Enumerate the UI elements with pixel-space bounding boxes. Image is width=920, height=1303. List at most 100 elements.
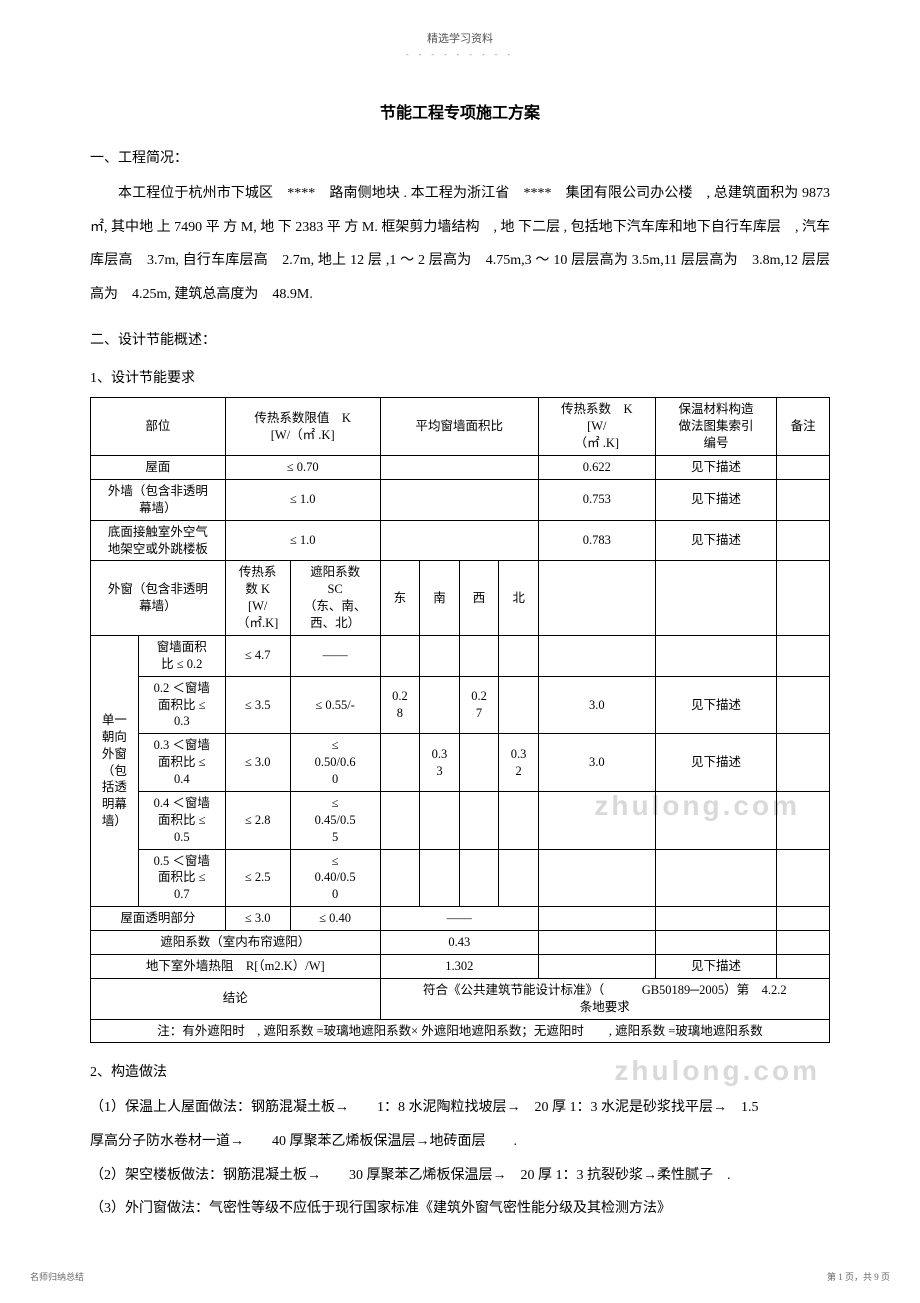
cell-remark [777,520,830,561]
doc-top-dots: - - - - - - - - - [90,50,830,59]
table-row: 屋面透明部分 ≤ 3.0 ≤ 0.40 —— [91,907,830,931]
th-window-wall-ratio: 平均窗墙面积比 [380,398,538,456]
cell-val-a: ≤ 3.0 [225,907,290,931]
cell-empty [538,954,655,978]
cell-ratio-label: 0.5 ＜窗墙面积比 ≤0.7 [138,849,225,907]
cell-val-b: ≤ 0.55/- [290,676,380,734]
doc-title: 节能工程专项施工方案 [90,99,830,123]
cell-empty [655,849,777,907]
cell-k: 0.622 [538,456,655,480]
doc-top-label: 精选学习资料 [90,30,830,46]
section-1-body: 本工程位于杭州市下城区 **** 路南侧地块 . 本工程为浙江省 **** 集团… [90,177,830,311]
cell-empty [777,791,830,849]
cell-k: 3.0 [538,734,655,792]
cell-empty [459,635,499,676]
cell-empty [777,734,830,792]
cell-empty [380,849,420,907]
table-row: 遮阳系数（室内布帘遮阳） 0.43 [91,931,830,955]
table-row: 底面接触室外空气地架空或外跳楼板 ≤ 1.0 0.783 见下描述 [91,520,830,561]
cell-empty [499,849,539,907]
cell-empty [380,479,538,520]
th-index: 保温材料构造做法图集索引编号 [655,398,777,456]
cell-val-b: ≤0.45/0.55 [290,791,380,849]
cell-north-val: 0.32 [499,734,539,792]
cell-sub-a: 传热系数 K[W/（㎡.K] [225,561,290,636]
cell-east-val: 0.28 [380,676,420,734]
section-3-sub2: 2、构造做法 [90,1061,830,1081]
cell-empty [655,931,777,955]
cell-empty [420,791,460,849]
cell-empty [380,791,420,849]
cell-east-val [380,734,420,792]
cell-val-b: ≤ 0.40 [290,907,380,931]
table-row: 屋面 ≤ 0.70 0.622 见下描述 [91,456,830,480]
cell-empty [538,791,655,849]
cell-sub-b: 遮阳系数SC（东、南、西、北） [290,561,380,636]
cell-empty [777,635,830,676]
cell-south-val [420,676,460,734]
cell-mid: —— [380,907,538,931]
cell-empty [538,931,655,955]
cell-ratio-label: 0.3 ＜窗墙面积比 ≤0.4 [138,734,225,792]
construct-p1: （1）保温上人屋面做法：钢筋混凝土板→ 1：8 水泥陶粒找坡层→ 20 厚 1：… [90,1091,830,1125]
table-row: 外窗（包含非透明幕墙） 传热系数 K[W/（㎡.K] 遮阳系数SC（东、南、西、… [91,561,830,636]
cell-empty [459,849,499,907]
cell-val-b: ≤0.50/0.60 [290,734,380,792]
construct-p3: （2）架空楼板做法：钢筋混凝土板→ 30 厚聚苯乙烯板保温层→ 20 厚 1：3… [90,1159,830,1193]
cell-val-a: ≤ 2.8 [225,791,290,849]
cell-val-a: ≤ 2.5 [225,849,290,907]
cell-empty [777,931,830,955]
cell-k-limit: ≤ 1.0 [225,479,380,520]
cell-empty [420,635,460,676]
cell-empty [380,635,420,676]
cell-val-b: ≤0.40/0.50 [290,849,380,907]
table-row: 地下室外墙热阻 R[（m2.K）/W] 1.302 见下描述 [91,954,830,978]
cell-empty [538,907,655,931]
cell-empty [420,849,460,907]
cell-empty [777,907,830,931]
cell-remark [777,456,830,480]
cell-k: 3.0 [538,676,655,734]
cell-conclusion-text: 符合《公共建筑节能设计标准》（ GB50189─2005）第 4.2.2条地要求 [380,978,829,1019]
cell-west: 西 [459,561,499,636]
table-row: 单一朝向外窗（包括透明幕墙） 窗墙面积比 ≤ 0.2 ≤ 4.7 —— [91,635,830,676]
cell-empty [655,907,777,931]
cell-conclusion-label: 结论 [91,978,381,1019]
table-row: 0.5 ＜窗墙面积比 ≤0.7 ≤ 2.5 ≤0.40/0.50 [91,849,830,907]
cell-index: 见下描述 [655,456,777,480]
footer-left: 名师归纳总结 [30,1270,84,1283]
cell-empty [459,791,499,849]
cell-k-limit: ≤ 1.0 [225,520,380,561]
cell-east: 东 [380,561,420,636]
cell-empty [655,635,777,676]
cell-part: 地下室外墙热阻 R[（m2.K）/W] [91,954,381,978]
cell-k-limit: ≤ 0.70 [225,456,380,480]
cell-empty [380,456,538,480]
cell-remark [777,479,830,520]
cell-k: 0.783 [538,520,655,561]
th-k-limit: 传热系数限值 K[W/（㎡ .K] [225,398,380,456]
cell-part: 屋面透明部分 [91,907,226,931]
section-1-head: 一、工程简况： [90,147,830,167]
construct-p4: （3）外门窗做法：气密性等级不应低于现行国家标准《建筑外窗气密性能分级及其检测方… [90,1192,830,1226]
cell-empty [777,849,830,907]
cell-val-a: ≤ 3.0 [225,734,290,792]
th-remark: 备注 [777,398,830,456]
spec-table: 部位 传热系数限值 K[W/（㎡ .K] 平均窗墙面积比 传热系数 K[W/（㎡… [90,397,830,1043]
cell-west-val: 0.27 [459,676,499,734]
rowgroup-label: 单一朝向外窗（包括透明幕墙） [91,635,139,906]
cell-empty [538,849,655,907]
cell-ratio-label: 窗墙面积比 ≤ 0.2 [138,635,225,676]
cell-part: 遮阳系数（室内布帘遮阳） [91,931,381,955]
cell-ratio-label: 0.4 ＜窗墙面积比 ≤0.5 [138,791,225,849]
cell-val-a: ≤ 4.7 [225,635,290,676]
cell-part: 底面接触室外空气地架空或外跳楼板 [91,520,226,561]
cell-empty [380,520,538,561]
cell-empty [538,561,655,636]
cell-index: 见下描述 [655,479,777,520]
cell-empty [777,676,830,734]
th-k: 传热系数 K[W/（㎡ .K] [538,398,655,456]
cell-empty [777,954,830,978]
cell-empty [499,791,539,849]
section-2-sub1: 1、设计节能要求 [90,367,830,387]
